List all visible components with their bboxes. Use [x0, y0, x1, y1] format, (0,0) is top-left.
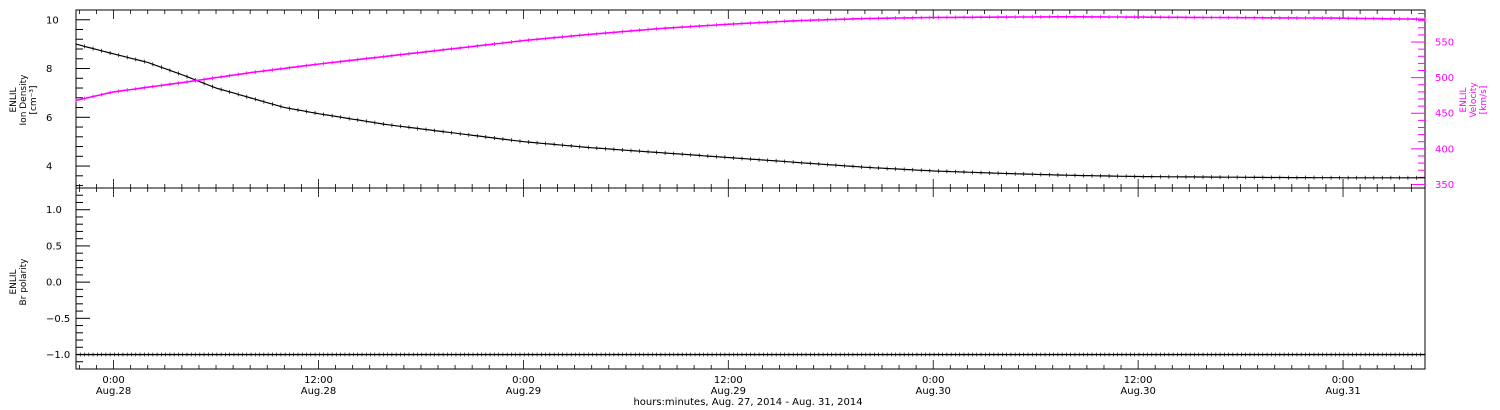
x-tick-date-label: Aug.28: [301, 386, 336, 397]
x-tick-time-label: 12:00: [1124, 375, 1153, 386]
x-tick-time-label: 12:00: [714, 375, 743, 386]
x-tick-time-label: 0:00: [512, 375, 534, 386]
x-tick-date-label: Aug.29: [711, 386, 746, 397]
x-tick-date-label: Aug.28: [96, 386, 131, 397]
bottom-panel: −1.0 −0.5 0.0 0.5 1.0 ENLILBr polarity: [9, 187, 1426, 370]
left-tick-label: 0.0: [46, 278, 62, 289]
velocity-series-points: [75, 14, 1426, 103]
bottom-panel-frame: [75, 187, 1426, 370]
left-axis-title-line: [cm⁻³]: [29, 85, 39, 114]
right-axis-title-line: [km/s]: [1479, 86, 1489, 115]
right-tick-label: 500: [1435, 73, 1454, 84]
right-tick-label: 400: [1435, 144, 1454, 155]
left-tick-label: −0.5: [46, 314, 70, 325]
left-tick-label: 10: [46, 15, 59, 26]
bottom-axis-title-line: ENLIL: [9, 269, 19, 294]
right-axis-title-line: Velocity: [1469, 82, 1479, 118]
x-tick-time-label: 0:00: [1332, 375, 1354, 386]
right-axis-title: ENLILVelocity[km/s]: [1459, 82, 1489, 118]
x-tick-time-label: 12:00: [304, 375, 333, 386]
right-tick-label: 550: [1435, 38, 1454, 49]
left-axis-title-line: Ion Density: [19, 74, 29, 126]
left-tick-label: 6: [46, 113, 52, 124]
left-tick-label: 4: [46, 162, 52, 173]
x-tick-time-label: 0:00: [102, 375, 124, 386]
x-tick-date-label: Aug.31: [1325, 386, 1360, 397]
x-tick-date-label: Aug.30: [915, 386, 950, 397]
left-axis-title-line: ENLIL: [9, 87, 19, 112]
left-tick-label: −1.0: [46, 350, 70, 361]
left-tick-label: 1.0: [46, 205, 62, 216]
right-tick-label: 450: [1435, 109, 1454, 120]
x-axis-label: hours:minutes, Aug. 27, 2014 - Aug. 31, …: [633, 397, 862, 408]
right-axis-title-line: ENLIL: [1459, 87, 1469, 112]
x-tick-date-label: Aug.30: [1120, 386, 1155, 397]
x-axis: 0:00Aug.2812:00Aug.280:00Aug.2912:00Aug.…: [96, 375, 1361, 397]
right-tick-label: 350: [1435, 180, 1454, 191]
bottom-axis-title: ENLILBr polarity: [9, 258, 29, 306]
x-tick-time-label: 0:00: [922, 375, 944, 386]
polarity-series-points: [75, 352, 1426, 357]
left-tick-label: 8: [46, 64, 52, 75]
left-tick-label: 0.5: [46, 241, 62, 252]
velocity-series-line: [75, 15, 1426, 102]
left-axis-title: ENLILIon Density[cm⁻³]: [9, 74, 39, 126]
density-series-points: [75, 42, 1426, 180]
top-panel-frame: [75, 9, 1426, 189]
x-tick-date-label: Aug.29: [506, 386, 541, 397]
bottom-axis-title-line: Br polarity: [19, 258, 29, 306]
